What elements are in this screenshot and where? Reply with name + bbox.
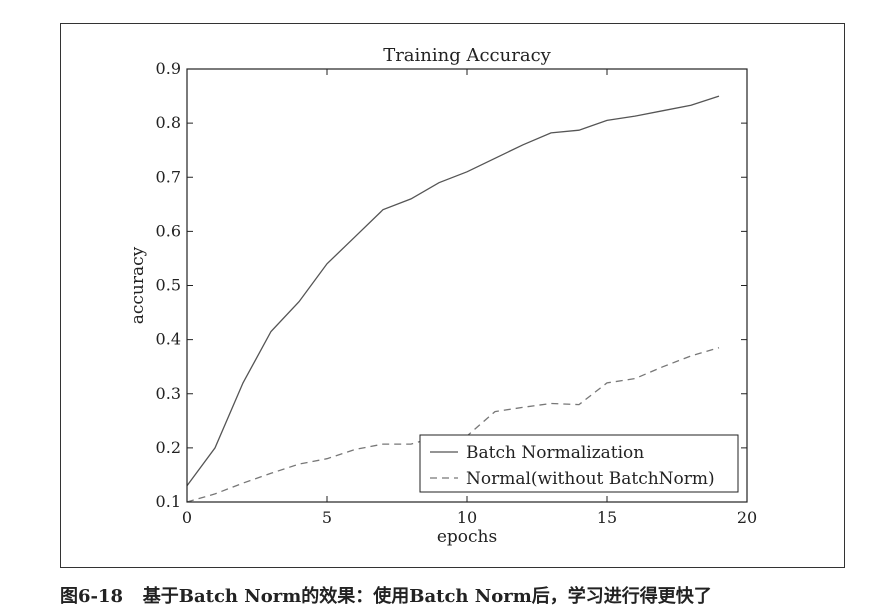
y-tick-label: 0.8 — [156, 113, 181, 132]
legend: Batch Normalization Normal(without BatchN… — [419, 434, 739, 493]
figure-caption: 图6-18 基于Batch Norm的效果：使用Batch Norm后，学习进行… — [60, 582, 712, 608]
x-axis-label: epochs — [437, 527, 497, 547]
series-line-batch-normalization — [186, 95, 720, 487]
plot-area — [186, 68, 748, 503]
legend-label: Batch Normalization — [466, 443, 644, 463]
x-tick-label: 5 — [322, 508, 332, 527]
x-tick-label: 0 — [182, 508, 192, 527]
y-axis-label: accuracy — [128, 246, 148, 324]
y-tick-label: 0.9 — [156, 59, 181, 78]
figure-frame: Training Accuracy 0 5 10 15 20 0.1 0.2 0.3 0.4 0.… — [60, 23, 845, 568]
figure-number: 图6-18 — [60, 586, 124, 607]
y-tick-label: 0.6 — [156, 221, 181, 240]
y-tick-label: 0.4 — [156, 330, 181, 349]
axis-ticks: 0 5 10 15 20 0.1 0.2 0.3 0.4 0.5 0.6 0.7 0.8 0.9 — [156, 59, 758, 527]
x-tick-label: 15 — [597, 508, 617, 527]
figure-caption-text: 基于Batch Norm的效果：使用Batch Norm后，学习进行得更快了 — [142, 586, 712, 607]
x-tick-label: 10 — [457, 508, 477, 527]
legend-label: Normal(without BatchNorm) — [466, 469, 715, 489]
y-tick-label: 0.3 — [156, 384, 181, 403]
x-tick-label: 20 — [737, 508, 757, 527]
training-accuracy-chart: Training Accuracy 0 5 10 15 20 0.1 0.2 0.3 0.4 0.… — [128, 45, 758, 547]
chart-title: Training Accuracy — [383, 45, 551, 66]
y-tick-label: 0.1 — [156, 492, 181, 511]
y-tick-label: 0.7 — [156, 167, 181, 186]
series-line-normal — [186, 347, 720, 503]
y-tick-label: 0.2 — [156, 438, 181, 457]
data-lines — [186, 95, 720, 503]
legend-box — [419, 434, 739, 493]
y-tick-label: 0.5 — [156, 276, 181, 295]
